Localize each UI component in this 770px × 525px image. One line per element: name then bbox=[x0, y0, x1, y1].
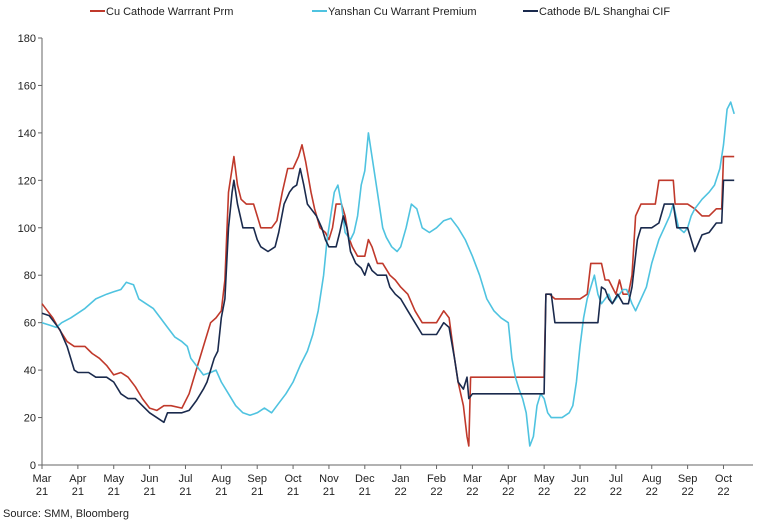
y-tick-label: 80 bbox=[24, 270, 36, 282]
x-tick-label-year: 21 bbox=[72, 486, 84, 498]
series-line-1 bbox=[41, 144, 735, 447]
x-tick-label-year: 22 bbox=[395, 486, 407, 498]
x-axis: Mar21Apr21May21Jun21Jul21Aug21Sep21Oct21… bbox=[33, 464, 753, 498]
y-tick-label: 140 bbox=[18, 128, 36, 140]
y-tick-label: 100 bbox=[18, 223, 36, 235]
x-tick-label-year: 22 bbox=[574, 486, 586, 498]
x-tick-label-year: 22 bbox=[502, 486, 514, 498]
x-tick-label-year: 22 bbox=[430, 486, 442, 498]
x-tick-label-month: Apr bbox=[69, 473, 86, 485]
x-tick-label-year: 21 bbox=[143, 486, 155, 498]
source-note: Source: SMM, Bloomberg bbox=[3, 508, 129, 520]
legend-label-3: Cathode B/L Shanghai CIF bbox=[539, 6, 670, 18]
x-tick-label-month: Mar bbox=[463, 473, 482, 485]
y-tick-label: 120 bbox=[18, 175, 36, 187]
x-tick-label-year: 22 bbox=[717, 486, 729, 498]
legend-label-2: Yanshan Cu Warrant Premium bbox=[328, 6, 477, 18]
y-axis: 0 20 40 60 80 100 120 140 160 180 bbox=[18, 33, 43, 472]
y-tick-label: 0 bbox=[30, 460, 36, 472]
x-tick-label-year: 21 bbox=[179, 486, 191, 498]
series-line-3 bbox=[41, 167, 735, 424]
x-tick-label-year: 21 bbox=[323, 486, 335, 498]
x-tick-label-month: Sep bbox=[247, 473, 267, 485]
x-tick-label-month: Aug bbox=[212, 473, 232, 485]
x-tick-label-year: 21 bbox=[287, 486, 299, 498]
x-tick-label-year: 21 bbox=[108, 486, 120, 498]
x-tick-label-year: 21 bbox=[215, 486, 227, 498]
legend: Cu Cathode Warrrant Prm Yanshan Cu Warran… bbox=[90, 6, 670, 18]
legend-label-1: Cu Cathode Warrrant Prm bbox=[106, 6, 233, 18]
x-tick-label-month: Nov bbox=[319, 473, 339, 485]
x-tick-label-year: 21 bbox=[251, 486, 263, 498]
x-tick-label-year: 21 bbox=[359, 486, 371, 498]
x-tick-label-month: Sep bbox=[678, 473, 698, 485]
y-tick-label: 160 bbox=[18, 80, 36, 92]
y-tick-label: 40 bbox=[24, 365, 36, 377]
x-tick-label-month: Jun bbox=[141, 473, 159, 485]
x-tick-label-month: Oct bbox=[715, 473, 732, 485]
y-tick-label: 60 bbox=[24, 318, 36, 330]
x-tick-label-year: 22 bbox=[538, 486, 550, 498]
x-tick-label-month: Jan bbox=[392, 473, 410, 485]
y-tick-label: 180 bbox=[18, 33, 36, 45]
series-line-2 bbox=[41, 101, 735, 447]
x-tick-label-month: Apr bbox=[500, 473, 517, 485]
x-tick-label-month: May bbox=[103, 473, 124, 485]
x-tick-label-month: Oct bbox=[285, 473, 302, 485]
x-tick-label-month: Mar bbox=[33, 473, 52, 485]
x-tick-label-year: 21 bbox=[36, 486, 48, 498]
x-tick-label-month: May bbox=[534, 473, 555, 485]
x-tick-label-year: 22 bbox=[646, 486, 658, 498]
x-tick-label-month: Jul bbox=[178, 473, 192, 485]
x-tick-label-month: Jun bbox=[571, 473, 589, 485]
y-tick-label: 20 bbox=[24, 413, 36, 425]
x-tick-label-year: 22 bbox=[610, 486, 622, 498]
x-tick-label-month: Feb bbox=[427, 473, 446, 485]
x-tick-label-year: 22 bbox=[466, 486, 478, 498]
series-lines bbox=[41, 101, 735, 447]
x-tick-label-year: 22 bbox=[681, 486, 693, 498]
x-tick-label-month: Jul bbox=[609, 473, 623, 485]
x-tick-label-month: Aug bbox=[642, 473, 662, 485]
x-tick-label-month: Dec bbox=[355, 473, 375, 485]
